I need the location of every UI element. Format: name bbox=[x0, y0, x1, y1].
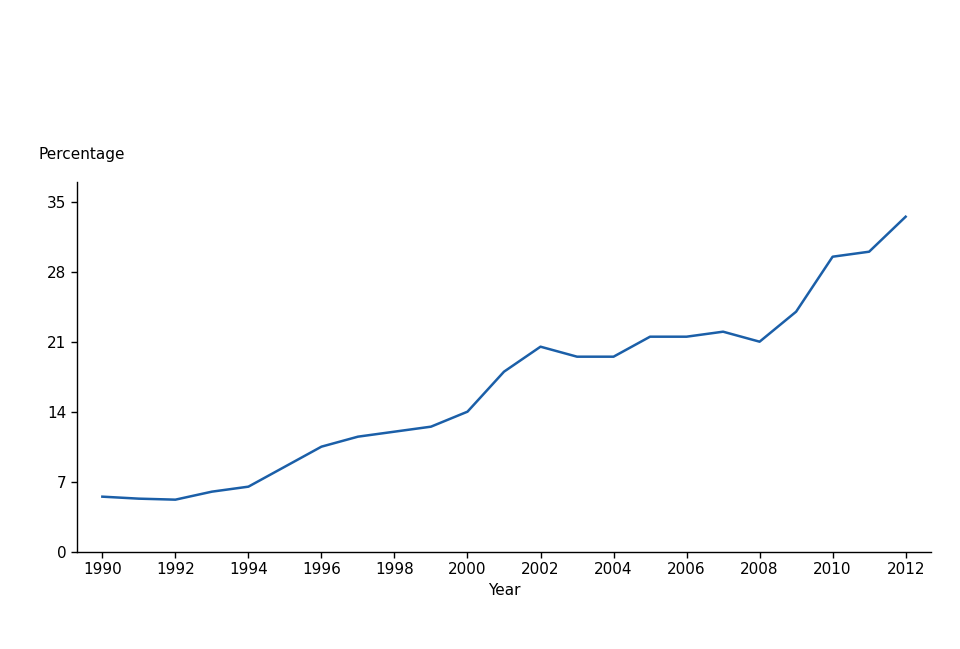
X-axis label: Year: Year bbox=[488, 583, 520, 598]
Text: Percentage: Percentage bbox=[38, 147, 125, 162]
